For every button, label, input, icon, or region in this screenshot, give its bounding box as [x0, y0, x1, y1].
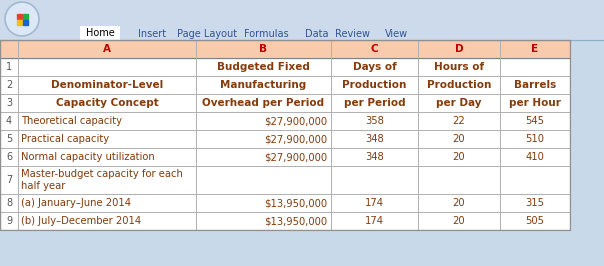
Text: 1: 1: [6, 62, 12, 72]
Text: $13,950,000: $13,950,000: [264, 198, 327, 208]
Text: $27,900,000: $27,900,000: [264, 134, 327, 144]
Text: E: E: [532, 44, 539, 54]
Text: 4: 4: [6, 116, 12, 126]
Text: 22: 22: [452, 116, 465, 126]
Text: half year: half year: [21, 181, 65, 191]
Text: $27,900,000: $27,900,000: [264, 116, 327, 126]
Circle shape: [5, 2, 39, 36]
Text: 6: 6: [6, 152, 12, 162]
Text: C: C: [371, 44, 378, 54]
Text: D: D: [455, 44, 463, 54]
Text: 505: 505: [525, 216, 544, 226]
Text: 20: 20: [452, 152, 465, 162]
Text: Home: Home: [86, 28, 114, 39]
Bar: [0, 40, 18, 58]
Text: A: A: [103, 44, 111, 54]
Text: 9: 9: [6, 216, 12, 226]
Text: Manufacturing: Manufacturing: [220, 80, 307, 90]
Text: $13,950,000: $13,950,000: [264, 216, 327, 226]
Text: 510: 510: [525, 134, 544, 144]
Text: Data: Data: [305, 29, 329, 39]
Text: per Day: per Day: [436, 98, 482, 108]
Text: Hours of: Hours of: [434, 62, 484, 72]
Text: 174: 174: [365, 216, 384, 226]
Bar: [22, 19, 28, 24]
Text: Page Layout: Page Layout: [177, 29, 237, 39]
Bar: [80, 26, 120, 40]
Text: 358: 358: [365, 116, 384, 126]
Text: 2: 2: [6, 80, 12, 90]
Text: 174: 174: [365, 198, 384, 208]
Text: Budgeted Fixed: Budgeted Fixed: [217, 62, 310, 72]
Text: 545: 545: [525, 116, 544, 126]
Bar: [16, 14, 22, 19]
Text: per Period: per Period: [344, 98, 405, 108]
Bar: [0, 40, 570, 58]
Bar: [16, 19, 22, 24]
Text: 20: 20: [452, 216, 465, 226]
Text: 315: 315: [525, 198, 544, 208]
Text: 3: 3: [6, 98, 12, 108]
Text: Production: Production: [342, 80, 406, 90]
Text: Production: Production: [427, 80, 491, 90]
Text: Review: Review: [335, 29, 370, 39]
Text: 7: 7: [6, 175, 12, 185]
Text: Practical capacity: Practical capacity: [21, 134, 109, 144]
Text: Days of: Days of: [353, 62, 396, 72]
Text: per Hour: per Hour: [509, 98, 561, 108]
Text: (b) July–December 2014: (b) July–December 2014: [21, 216, 141, 226]
Text: $27,900,000: $27,900,000: [264, 152, 327, 162]
Text: 348: 348: [365, 152, 384, 162]
Bar: [0, 40, 570, 230]
Text: Capacity Concept: Capacity Concept: [56, 98, 158, 108]
Text: Master-budget capacity for each: Master-budget capacity for each: [21, 169, 183, 179]
Text: Overhead per Period: Overhead per Period: [202, 98, 324, 108]
Text: 410: 410: [525, 152, 544, 162]
Text: 8: 8: [6, 198, 12, 208]
Text: Theoretical capacity: Theoretical capacity: [21, 116, 122, 126]
Text: 348: 348: [365, 134, 384, 144]
Bar: [0, 40, 570, 230]
Text: 5: 5: [6, 134, 12, 144]
Text: Insert: Insert: [138, 29, 166, 39]
Text: 20: 20: [452, 134, 465, 144]
Text: Formulas: Formulas: [244, 29, 289, 39]
Text: View: View: [385, 29, 408, 39]
Text: Normal capacity utilization: Normal capacity utilization: [21, 152, 155, 162]
Text: Barrels: Barrels: [514, 80, 556, 90]
Text: (a) January–June 2014: (a) January–June 2014: [21, 198, 131, 208]
Text: B: B: [260, 44, 268, 54]
Bar: [22, 14, 28, 19]
Text: Denominator-Level: Denominator-Level: [51, 80, 163, 90]
Bar: [0, 0, 604, 40]
Text: 20: 20: [452, 198, 465, 208]
